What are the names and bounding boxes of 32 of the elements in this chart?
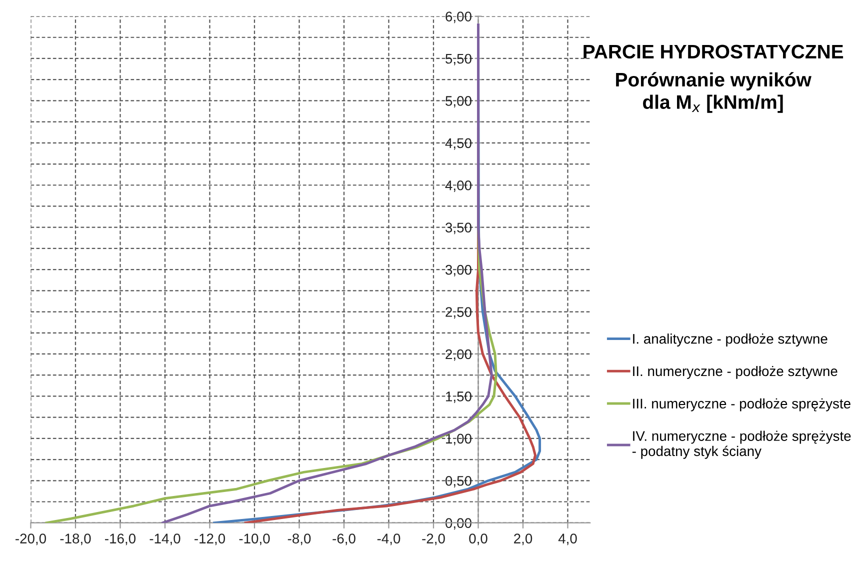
legend-label: IV. numeryczne - podłoże sprężyste - podatny styk ściany — [632, 430, 851, 459]
x-tick-label: 4,0 — [558, 534, 577, 546]
x-tick-label: -16,0 — [105, 534, 136, 546]
x-tick-label: -14,0 — [150, 534, 180, 546]
y-tick-label: 0,50 — [446, 476, 472, 488]
y-tick-label: 1,50 — [446, 392, 472, 404]
legend-label: III. numeryczne - podłoże sprężyste — [633, 398, 850, 412]
legend-label: I. analityczne - podłoże sztywne — [633, 334, 828, 346]
x-tick-label: -8,0 — [288, 534, 311, 546]
text: Porównanie wyników dla M$_{x}$ [kNm/m] — [616, 72, 812, 113]
x-tick-label: 0,0 — [469, 534, 488, 546]
y-tick-label: 2,50 — [446, 307, 472, 319]
legend-label: II. numeryczne - podłoże sztywne — [633, 366, 838, 379]
x-tick-label: -20,0 — [16, 534, 46, 546]
y-tick-label: 2,00 — [446, 349, 472, 361]
y-tick-label: 5,50 — [446, 54, 472, 66]
y-tick-label: 3,50 — [445, 222, 472, 234]
y-tick-label: 1,00 — [446, 434, 472, 446]
y-tick-label: 4,00 — [445, 180, 472, 192]
x-tick-label: -4,0 — [377, 534, 400, 546]
x-tick-label: -12,0 — [194, 534, 226, 546]
y-tick-label: 3,00 — [445, 264, 472, 276]
x-tick-label: 2,0 — [514, 534, 532, 546]
text: PARCIE HYDROSTATYCZNE — [584, 44, 844, 59]
y-tick-label: 5,00 — [446, 96, 472, 108]
y-tick-label: 0,00 — [446, 518, 472, 530]
y-tick-label: 6,00 — [446, 12, 472, 24]
x-tick-label: -18,0 — [60, 534, 91, 546]
y-tick-label: 4,50 — [445, 138, 472, 150]
x-tick-label: -6,0 — [332, 534, 356, 546]
x-tick-label: -10,0 — [239, 534, 270, 546]
x-tick-label: -2,0 — [422, 534, 445, 546]
